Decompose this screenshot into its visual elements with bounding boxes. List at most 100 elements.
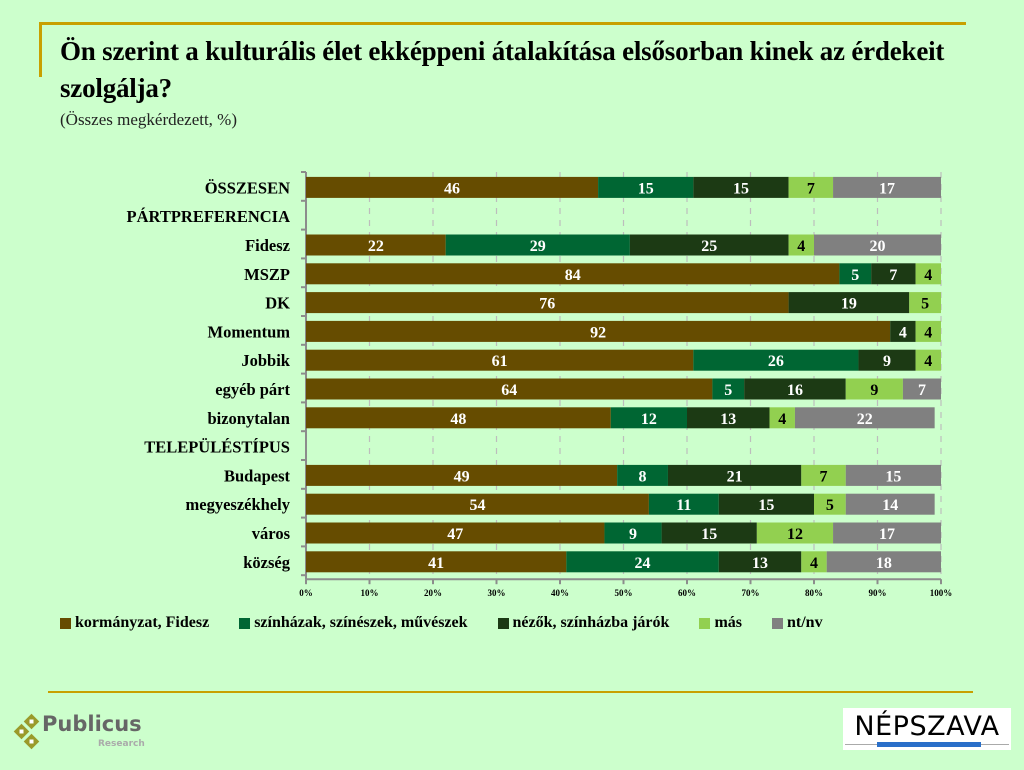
bar-segment bbox=[693, 349, 859, 371]
x-tick-label: 60% bbox=[678, 588, 696, 598]
category-label: Momentum bbox=[208, 322, 291, 341]
bar-segment bbox=[693, 176, 789, 198]
bar-segment bbox=[445, 234, 630, 256]
bar-segment bbox=[712, 378, 745, 400]
nepszava-tagline-bar bbox=[877, 742, 981, 747]
x-tick-label: 40% bbox=[551, 588, 569, 598]
bar-segment bbox=[648, 493, 719, 515]
category-label: község bbox=[243, 553, 290, 572]
category-label: Jobbik bbox=[241, 351, 290, 370]
bar-segment bbox=[826, 551, 941, 573]
bottom-accent-rule bbox=[48, 691, 973, 693]
data-label: 76 bbox=[539, 296, 555, 313]
category-label: egyéb párt bbox=[215, 380, 290, 399]
category-label: ÖSSZESEN bbox=[205, 178, 290, 197]
bar-segment bbox=[794, 407, 935, 429]
data-label: 16 bbox=[787, 382, 803, 399]
data-label: 46 bbox=[444, 180, 460, 197]
nepszava-logo: NÉPSZAVA bbox=[843, 708, 1011, 750]
x-tick-label: 90% bbox=[869, 588, 887, 598]
bar-segment bbox=[814, 493, 846, 515]
bar-segment bbox=[306, 407, 611, 429]
data-label: 49 bbox=[454, 468, 470, 485]
legend-swatch bbox=[239, 617, 251, 629]
data-label: 41 bbox=[428, 555, 444, 572]
legend-item: nézők, színházba járók bbox=[497, 614, 670, 632]
publicus-research-logo: Publicus Research bbox=[12, 712, 152, 756]
x-tick-label: 30% bbox=[488, 588, 506, 598]
x-tick-label: 0% bbox=[299, 588, 313, 598]
bar-segment bbox=[667, 464, 802, 486]
publicus-diamond-icon bbox=[13, 713, 40, 750]
category-label: PÁRTPREFERENCIA bbox=[126, 207, 290, 226]
data-label: 4 bbox=[797, 238, 805, 255]
bar-segment bbox=[788, 176, 834, 198]
bar-segment bbox=[306, 464, 618, 486]
bar-segment bbox=[718, 551, 802, 573]
data-label: 12 bbox=[787, 526, 803, 543]
legend-label: kormányzat, Fidesz bbox=[75, 614, 210, 631]
data-label: 15 bbox=[885, 468, 901, 485]
data-label: 4 bbox=[924, 267, 932, 284]
data-label: 54 bbox=[469, 497, 485, 514]
data-label: 7 bbox=[918, 382, 926, 399]
data-label: 22 bbox=[368, 238, 384, 255]
legend-item: kormányzat, Fidesz bbox=[60, 614, 209, 632]
legend-label: nézők, színházba járók bbox=[512, 614, 670, 631]
bar-segment bbox=[801, 464, 846, 486]
bar-segment bbox=[718, 493, 814, 515]
bar-segment bbox=[566, 551, 719, 573]
data-label: 25 bbox=[701, 238, 717, 255]
bar-segment bbox=[845, 464, 941, 486]
data-label: 5 bbox=[724, 382, 732, 399]
bar-segment bbox=[306, 320, 891, 342]
bar-segment bbox=[839, 263, 872, 285]
x-tick-label: 20% bbox=[424, 588, 442, 598]
chart-subtitle: (Összes megkérdezett, %) bbox=[60, 110, 238, 129]
data-label: 17 bbox=[879, 526, 895, 543]
bar-segment bbox=[306, 493, 649, 515]
category-label: Fidesz bbox=[245, 236, 290, 255]
data-label: 61 bbox=[492, 353, 508, 370]
bar-segment bbox=[871, 263, 916, 285]
data-label: 4 bbox=[924, 324, 932, 341]
data-label: 7 bbox=[820, 468, 828, 485]
data-label: 5 bbox=[826, 497, 834, 514]
left-accent-rule bbox=[39, 22, 42, 77]
bar-segment bbox=[915, 349, 941, 371]
bar-segment bbox=[744, 378, 846, 400]
bar-segment bbox=[306, 349, 694, 371]
data-label: 21 bbox=[727, 468, 743, 485]
data-label: 15 bbox=[733, 180, 749, 197]
bar-segment bbox=[769, 407, 795, 429]
category-label: bizonytalan bbox=[207, 409, 290, 428]
bar-segment bbox=[915, 263, 941, 285]
bar-segment bbox=[801, 551, 827, 573]
bar-segment bbox=[306, 292, 789, 314]
data-label: 92 bbox=[590, 324, 606, 341]
bar-segment bbox=[687, 407, 770, 429]
x-tick-label: 100% bbox=[930, 588, 953, 598]
data-label: 19 bbox=[841, 296, 857, 313]
data-label: 5 bbox=[921, 296, 929, 313]
data-label: 15 bbox=[701, 526, 717, 543]
data-label: 24 bbox=[635, 555, 651, 572]
x-tick-label: 80% bbox=[805, 588, 823, 598]
chart-legend: kormányzat, Fidesz színházak, színészek, … bbox=[60, 614, 853, 632]
data-label: 64 bbox=[501, 382, 517, 399]
publicus-name: Publicus bbox=[42, 712, 142, 736]
nepszava-name: NÉPSZAVA bbox=[854, 711, 1000, 742]
data-label: 12 bbox=[641, 411, 657, 428]
x-tick-label: 50% bbox=[615, 588, 633, 598]
data-label: 26 bbox=[768, 353, 784, 370]
data-label: 8 bbox=[639, 468, 647, 485]
bar-segment bbox=[788, 292, 910, 314]
data-label: 9 bbox=[629, 526, 637, 543]
bar-segment bbox=[604, 522, 662, 544]
bar-segment bbox=[902, 378, 941, 400]
data-label: 22 bbox=[857, 411, 873, 428]
data-label: 4 bbox=[778, 411, 786, 428]
data-label: 4 bbox=[899, 324, 907, 341]
chart-title: Ön szerint a kulturális élet ekképpeni á… bbox=[60, 36, 945, 103]
data-label: 18 bbox=[876, 555, 892, 572]
